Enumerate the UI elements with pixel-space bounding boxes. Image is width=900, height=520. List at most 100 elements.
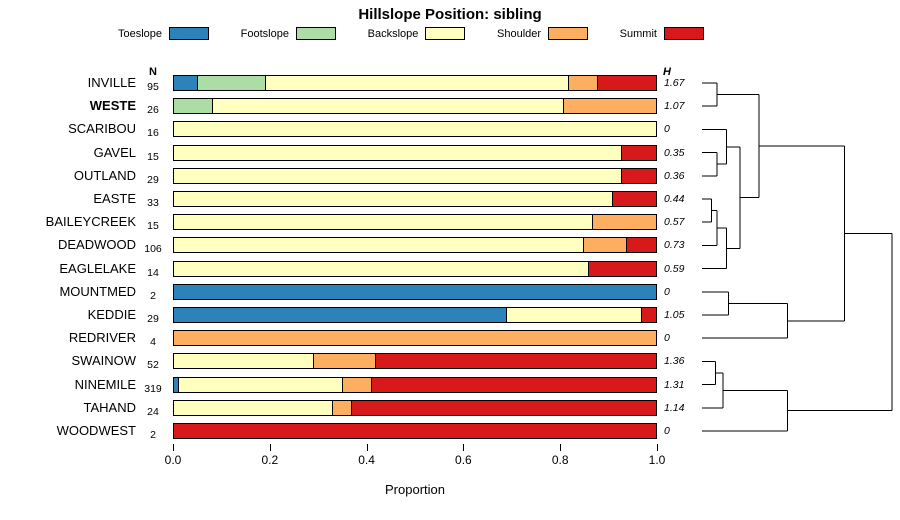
- bar-segment-backslope: [212, 99, 565, 114]
- chart-row-weste: WESTE 26 1.07: [0, 98, 705, 116]
- n-value: 15: [147, 220, 159, 233]
- n-value: 2: [150, 429, 156, 441]
- bar-segment-summit: [588, 261, 656, 276]
- row-label: DEADWOOD: [58, 237, 136, 253]
- row-label: INVILLE: [87, 75, 136, 90]
- row-label: SWAINOW: [71, 353, 136, 369]
- n-column-header: N: [149, 66, 157, 78]
- shannon-h-value: 1.36: [664, 355, 685, 368]
- x-axis-tick-label: 0.0: [164, 453, 182, 467]
- x-axis-tick-label: 1.0: [648, 453, 666, 467]
- stacked-bar: [173, 330, 657, 347]
- n-value: 24: [147, 405, 159, 418]
- bar-segment-summit: [371, 377, 656, 392]
- bar-segment-shoulder: [342, 377, 372, 392]
- stacked-bar: [173, 376, 657, 393]
- bar-segment-backslope: [174, 122, 656, 137]
- row-label: TAHAND: [83, 399, 136, 415]
- row-label: SCARIBOU: [68, 121, 136, 137]
- bar-segment-toeslope: [174, 284, 656, 299]
- shannon-h-value: 0.59: [664, 262, 685, 275]
- legend-swatch-backslope: [425, 27, 466, 40]
- shannon-h-value: 1.07: [664, 100, 685, 113]
- bar-segment-footslope: [198, 76, 266, 90]
- bars-area: INVILLE 95 1.67 WESTE 26 1.07 SCARIBOU 16 0 GAVEL…: [0, 75, 700, 445]
- x-axis-tick: [657, 444, 658, 451]
- legend-label-footslope: Footslope: [240, 27, 289, 40]
- shannon-h-value: 1.14: [664, 401, 685, 414]
- stacked-bar: [173, 260, 657, 277]
- row-label: GAVEL: [93, 144, 136, 160]
- n-value: 4: [150, 336, 156, 349]
- shannon-h-value: 0.73: [664, 239, 685, 252]
- chart-row-ninemile: NINEMILE 319 1.31: [0, 376, 705, 395]
- bar-segment-backslope: [174, 354, 314, 369]
- row-label: EAGLELAKE: [59, 260, 136, 276]
- row-label: WOODWEST: [56, 423, 136, 438]
- dendrogram: [702, 82, 893, 432]
- x-axis-tick: [269, 444, 271, 451]
- bar-segment-summit: [352, 400, 656, 415]
- bar-segment-summit: [612, 192, 656, 206]
- n-value: 33: [147, 197, 159, 209]
- stacked-bar: [173, 423, 657, 439]
- row-label: NINEMILE: [74, 376, 136, 392]
- n-value: 106: [144, 243, 162, 256]
- chart-row-inville: INVILLE 95 1.67: [0, 75, 705, 93]
- stacked-bar: [173, 214, 657, 231]
- chart-row-outland: OUTLAND 29 0.36: [0, 167, 705, 186]
- n-value: 14: [147, 266, 159, 279]
- n-value: 2: [150, 289, 156, 302]
- x-axis-tick-label: 0.2: [261, 453, 279, 467]
- bar-segment-shoulder: [569, 76, 599, 90]
- row-label: BAILEYCREEK: [45, 214, 136, 230]
- legend-item-shoulder: Shoulder: [497, 27, 589, 40]
- bar-segment-backslope: [174, 215, 594, 230]
- bar-segment-shoulder: [583, 238, 628, 253]
- bar-segment-backslope: [265, 76, 570, 90]
- row-label: MOUNTMED: [59, 283, 136, 299]
- bar-segment-backslope: [174, 238, 584, 253]
- n-value: 319: [144, 382, 162, 395]
- legend-item-toeslope: Toeslope: [118, 27, 210, 40]
- shannon-h-value: 0.57: [664, 216, 685, 229]
- bar-segment-backslope: [178, 377, 343, 392]
- row-label: REDRIVER: [68, 330, 136, 346]
- chart-row-deadwood: DEADWOOD 106 0.73: [0, 237, 705, 255]
- bar-segment-backslope: [174, 261, 589, 276]
- bar-segment-summit: [174, 424, 656, 438]
- shannon-h-value: 1.31: [664, 378, 685, 391]
- bar-segment-summit: [598, 76, 656, 90]
- bar-segment-shoulder: [593, 215, 656, 230]
- shannon-h-value: 0: [664, 332, 670, 345]
- h-column-header: H: [663, 66, 671, 78]
- bar-segment-toeslope: [174, 308, 507, 322]
- x-axis-title: Proportion: [385, 482, 445, 497]
- chart-title: Hillslope Position: sibling: [358, 6, 542, 23]
- bar-segment-summit: [376, 354, 656, 369]
- bar-segment-summit: [622, 145, 656, 160]
- chart-row-woodwest: WOODWEST 2 0: [0, 423, 705, 441]
- stacked-bar: [173, 75, 657, 91]
- stacked-bar: [173, 167, 657, 184]
- chart-row-redriver: REDRIVER 4 0: [0, 330, 705, 348]
- chart-row-swainow: SWAINOW 52 1.36: [0, 353, 705, 371]
- legend-item-backslope: Backslope: [368, 27, 466, 40]
- bar-segment-shoulder: [564, 99, 656, 114]
- legend-swatch-toeslope: [169, 27, 210, 40]
- x-axis-tick: [560, 444, 562, 451]
- stacked-bar: [173, 283, 657, 300]
- shannon-h-value: 0.36: [664, 169, 685, 182]
- x-axis-tick-label: 0.8: [551, 453, 569, 467]
- x-axis-tick-label: 0.4: [358, 453, 375, 467]
- x-axis: 0.0 0.2 0.4 0.6 0.8 1.0: [0, 444, 700, 478]
- n-value: 29: [147, 173, 159, 186]
- shannon-h-value: 1.05: [664, 309, 685, 321]
- bar-segment-summit: [622, 168, 656, 183]
- stacked-bar: [173, 307, 657, 323]
- bar-segment-backslope: [174, 400, 334, 415]
- row-label: KEDDIE: [87, 307, 136, 322]
- shannon-h-value: 1.67: [664, 77, 685, 89]
- chart-row-mountmed: MOUNTMED 2 0: [0, 283, 705, 302]
